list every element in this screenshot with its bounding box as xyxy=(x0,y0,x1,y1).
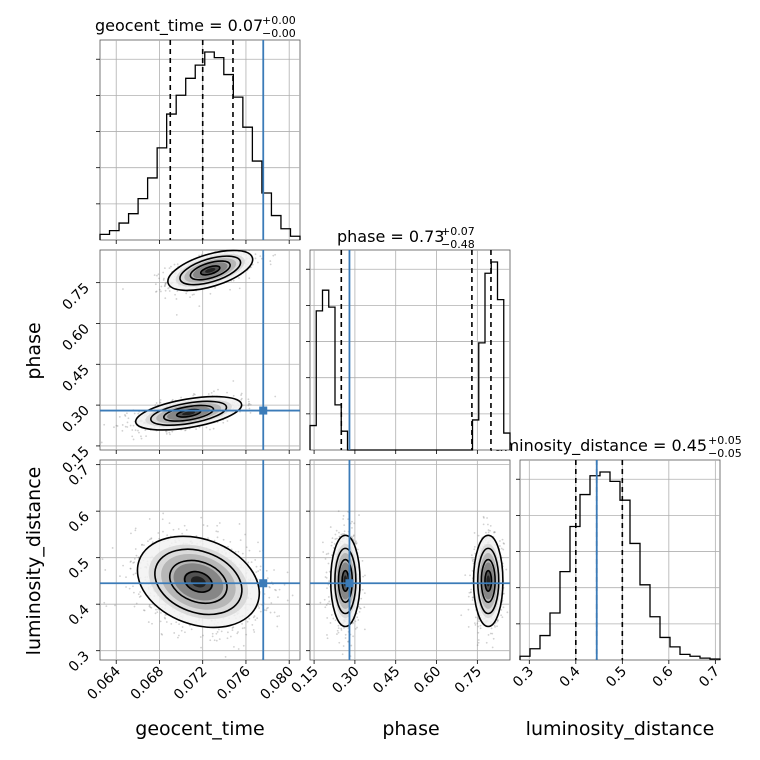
x-tick-label: 0.6 xyxy=(650,663,677,690)
x-tick-label: 0.45 xyxy=(370,664,403,697)
title-geocent-time-minus: −0.00 xyxy=(262,27,296,40)
density-level xyxy=(182,411,196,416)
contour-line xyxy=(154,548,243,616)
x-tick-label: 0.3 xyxy=(510,664,537,691)
y-tick-label: 0.60 xyxy=(59,321,92,354)
x-tick-label: 0.076 xyxy=(214,663,254,703)
contour-line xyxy=(334,547,357,615)
contour-line xyxy=(199,265,221,276)
y-tick-label: 0.30 xyxy=(59,403,92,436)
truth-marker xyxy=(259,579,268,588)
y-tick-label: 0.5 xyxy=(66,555,93,582)
contour-line xyxy=(134,395,243,431)
x-tick-label: 0.75 xyxy=(452,664,485,697)
x-tick-label: 0.7 xyxy=(696,664,723,691)
title-geocent-time: geocent_time = 0.07 xyxy=(95,16,263,36)
hist-panel-geocent_time xyxy=(96,39,301,244)
contour-line xyxy=(476,547,500,615)
x-tick-label: 0.4 xyxy=(557,663,584,690)
pair-panel-geocent_time-phase xyxy=(96,249,301,454)
contour-line xyxy=(183,570,213,593)
y-tick-label: 0.45 xyxy=(59,362,92,395)
title-phase: phase = 0.73 xyxy=(337,227,444,246)
histogram-line xyxy=(519,471,721,660)
contour-line xyxy=(189,260,231,281)
title-phase-plus: +0.07 xyxy=(441,225,475,238)
contour-line xyxy=(484,569,493,592)
xlabel-geocent-time: geocent_time xyxy=(135,718,264,740)
y-tick-label: 0.6 xyxy=(66,509,93,536)
x-tick-label: 0.064 xyxy=(84,663,124,703)
histogram-line xyxy=(99,51,301,240)
contour-line xyxy=(168,559,228,605)
contour-line xyxy=(167,249,254,292)
ylabel-phase: phase xyxy=(23,322,45,379)
y-tick-label: 0.75 xyxy=(59,280,92,313)
pair-panel-phase-luminosity_distance xyxy=(306,459,511,664)
histogram-line xyxy=(309,261,511,451)
hist-panel-luminosity_distance xyxy=(516,459,721,664)
x-tick-label: 0.30 xyxy=(329,664,362,697)
title-geocent-time-plus: +0.00 xyxy=(262,14,296,27)
xlabel-luminosity-distance: luminosity_distance xyxy=(526,718,715,740)
hist-panel-phase xyxy=(306,249,511,454)
contour-line xyxy=(162,404,215,422)
title-luminosity-distance: luminosity_distance = 0.45 xyxy=(489,436,707,456)
pair-panel-geocent_time-luminosity_distance xyxy=(96,459,301,664)
ylabel-luminosity-distance: luminosity_distance xyxy=(23,467,45,656)
x-tick-label: 0.068 xyxy=(128,664,168,704)
x-tick-label: 0.072 xyxy=(171,664,211,704)
density-level xyxy=(205,267,216,273)
title-luminosity-distance-minus: −0.05 xyxy=(708,447,742,460)
contour-line xyxy=(480,558,496,604)
contour-line xyxy=(150,400,228,426)
x-tick-label: 0.15 xyxy=(289,664,322,697)
contour-line xyxy=(472,534,504,628)
title-phase-minus: −0.48 xyxy=(441,238,475,251)
contour-line xyxy=(179,255,242,286)
x-tick-label: 0.5 xyxy=(603,664,630,691)
truth-marker xyxy=(259,406,268,415)
contour-line xyxy=(329,534,361,628)
truth-marker xyxy=(345,579,354,588)
title-luminosity-distance-plus: +0.05 xyxy=(708,434,742,447)
density-level xyxy=(486,575,491,587)
xlabel-phase: phase xyxy=(382,718,439,740)
contour-line xyxy=(136,535,261,629)
density-level xyxy=(190,576,206,588)
y-tick-label: 0.4 xyxy=(66,602,93,629)
x-tick-label: 0.60 xyxy=(411,664,444,697)
y-tick-label: 0.3 xyxy=(66,648,93,675)
